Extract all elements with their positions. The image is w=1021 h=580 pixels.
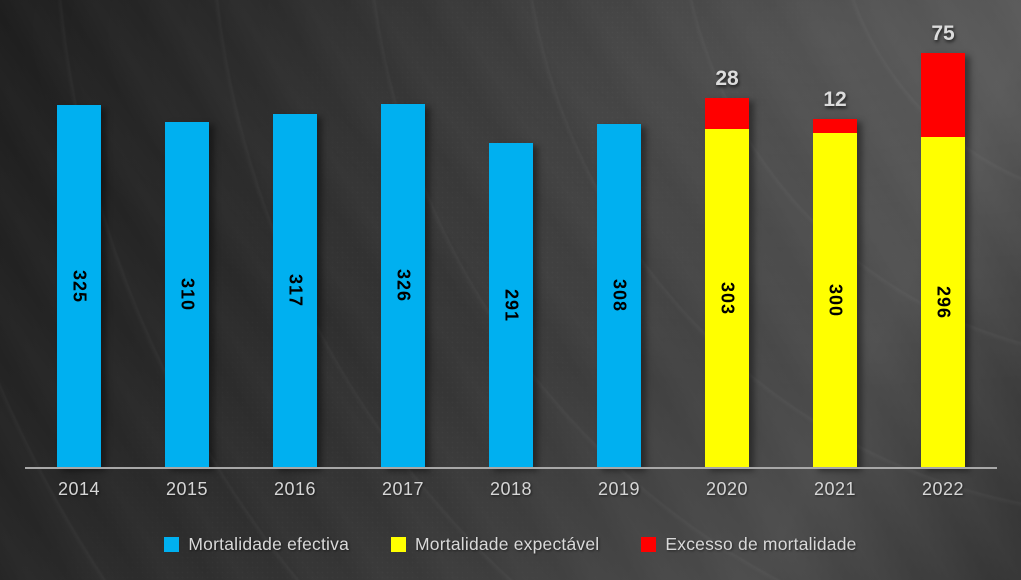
legend-label-mortalidade-efectiva: Mortalidade efectiva bbox=[188, 534, 350, 554]
bar-stack: 291 bbox=[489, 142, 533, 468]
x-tick-label-2015: 2015 bbox=[165, 479, 209, 499]
bar-value-label: 300 bbox=[825, 283, 846, 317]
x-axis-labels: 2014 2015 2016 2017 2018 2019 2020 2021 2022 bbox=[25, 479, 997, 500]
bar-segment-mortalidade-efectiva-2016: 317 bbox=[273, 113, 317, 468]
bar-segment-excesso-de-mortalidade-2021 bbox=[813, 119, 857, 133]
legend: Mortalidade efectiva Mortalidade expectá… bbox=[0, 534, 1021, 555]
bar-value-label: 296 bbox=[933, 286, 954, 320]
legend-swatch-yellow-icon bbox=[391, 537, 407, 552]
excess-value-label-2022: 75 bbox=[931, 22, 955, 46]
bar-value-label: 303 bbox=[717, 282, 738, 316]
bar-value-label: 326 bbox=[393, 269, 414, 303]
bar-value-label: 291 bbox=[501, 288, 522, 322]
bar-segment-mortalidade-efectiva-2017: 326 bbox=[381, 103, 425, 468]
legend-label-mortalidade-expectavel: Mortalidade expectável bbox=[415, 534, 600, 554]
bar-value-label: 310 bbox=[177, 278, 198, 312]
x-tick-label-2016: 2016 bbox=[273, 479, 317, 499]
x-tick-label-2019: 2019 bbox=[597, 479, 641, 499]
x-tick-label-2022: 2022 bbox=[921, 479, 965, 499]
excess-value-label-2021: 12 bbox=[823, 88, 847, 112]
bar-stack: 310 bbox=[165, 121, 209, 468]
bar-value-label: 325 bbox=[69, 269, 90, 303]
bar-segment-mortalidade-efectiva-2018: 291 bbox=[489, 142, 533, 468]
bar-segment-excesso-de-mortalidade-2022 bbox=[921, 53, 965, 138]
bar-value-label: 317 bbox=[285, 274, 306, 308]
bar-stack: 296 bbox=[921, 53, 965, 468]
legend-item-mortalidade-efectiva: Mortalidade efectiva bbox=[164, 534, 349, 555]
bar-value-label: 308 bbox=[609, 279, 630, 313]
bar-stack: 325 bbox=[57, 104, 101, 468]
bar-segment-mortalidade-expectável-2022: 296 bbox=[921, 137, 965, 468]
bar-segment-mortalidade-expectável-2021: 300 bbox=[813, 132, 857, 468]
bar-stack: 300 bbox=[813, 119, 857, 468]
x-tick-label-2018: 2018 bbox=[489, 479, 533, 499]
x-axis-line bbox=[25, 467, 997, 469]
bar-stack: 326 bbox=[381, 103, 425, 468]
bar-stack: 308 bbox=[597, 123, 641, 468]
legend-swatch-blue-icon bbox=[164, 537, 180, 552]
bar-segment-excesso-de-mortalidade-2020 bbox=[705, 98, 749, 130]
bar-segment-mortalidade-efectiva-2019: 308 bbox=[597, 123, 641, 468]
legend-swatch-red-icon bbox=[641, 537, 657, 552]
legend-label-excesso-de-mortalidade: Excesso de mortalidade bbox=[665, 534, 857, 554]
legend-item-mortalidade-expectavel: Mortalidade expectável bbox=[391, 534, 599, 555]
bar-segment-mortalidade-efectiva-2014: 325 bbox=[57, 104, 101, 468]
excess-value-label-2020: 28 bbox=[715, 67, 739, 91]
bars-layer: 325 310 317 326 291 308 303 28 300 12 296 75 bbox=[57, 22, 965, 468]
bar-segment-mortalidade-expectável-2020: 303 bbox=[705, 129, 749, 468]
legend-item-excesso-de-mortalidade: Excesso de mortalidade bbox=[641, 534, 856, 555]
x-tick-label-2014: 2014 bbox=[57, 479, 101, 499]
bar-segment-mortalidade-efectiva-2015: 310 bbox=[165, 121, 209, 468]
x-tick-label-2020: 2020 bbox=[705, 479, 749, 499]
bar-stack: 303 bbox=[705, 98, 749, 468]
x-tick-label-2021: 2021 bbox=[813, 479, 857, 499]
x-tick-label-2017: 2017 bbox=[381, 479, 425, 499]
bar-stack: 317 bbox=[273, 113, 317, 468]
